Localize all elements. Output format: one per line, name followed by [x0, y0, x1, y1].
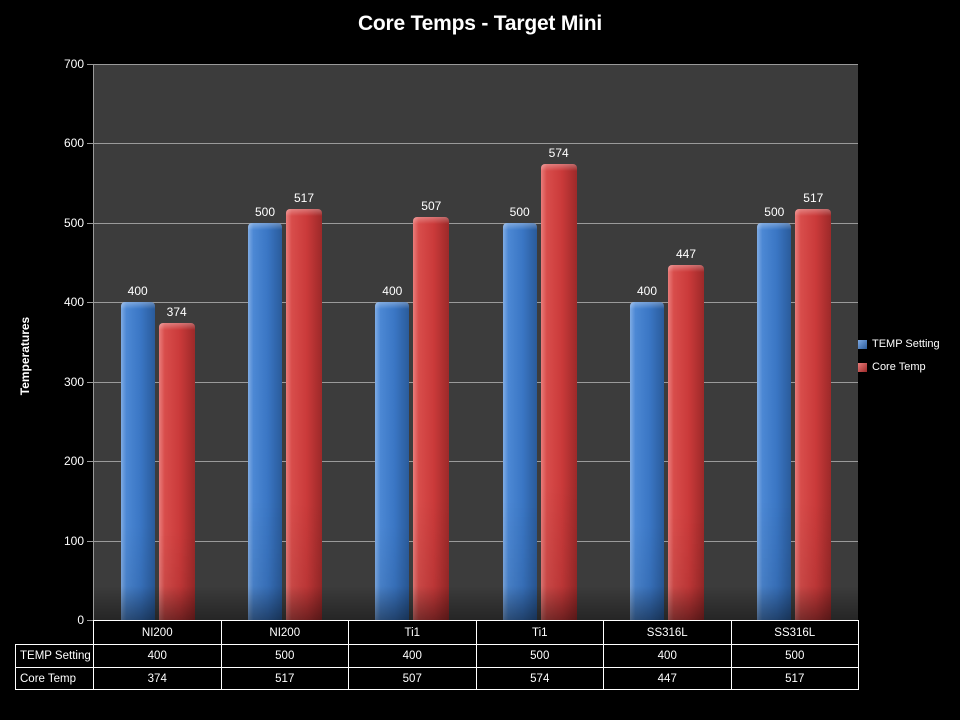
table-category-cell-5: SS316L: [603, 620, 732, 645]
table-row-header-temp-setting: TEMP Setting: [15, 644, 94, 668]
y-tick-mark-700: [87, 64, 93, 65]
y-tick-label-200: 200: [63, 454, 84, 469]
bar-value-label: 400: [636, 284, 657, 299]
table-category-cell-2: NI200: [220, 620, 349, 645]
table-corner: [16, 621, 94, 645]
legend-label-temp-setting: TEMP Setting: [872, 338, 940, 350]
bar-value-label: 500: [764, 204, 785, 219]
y-tick-mark-200: [87, 461, 93, 463]
gridline-200: [94, 461, 858, 463]
bar-core-temp-2: 517: [285, 191, 322, 620]
gridline-300: [94, 381, 858, 383]
bar-group-ni200-1: 400 374: [94, 64, 221, 620]
y-tick-mark-0: [87, 620, 93, 621]
bar-core-temp-3: 507: [413, 199, 450, 620]
bar-core-temp-1: 374: [158, 305, 195, 620]
bar-value-label: 400: [382, 284, 403, 299]
table-value-core-temp-5: 447: [603, 667, 732, 690]
y-tick-label-600: 600: [63, 136, 84, 151]
chart-title: Core Temps - Target Mini: [357, 12, 603, 35]
gridline-600: [94, 143, 858, 145]
bar-group-ss316l-5: 400 447: [603, 64, 730, 620]
bar-temp-setting-4: 500: [502, 205, 537, 620]
bar-value-label: 517: [293, 191, 314, 206]
y-tick-mark-500: [87, 222, 93, 224]
table-category-cell-4: Ti1: [475, 620, 604, 645]
data-table: NI200 NI200 Ti1 Ti1 SS316L SS316L TEMP Setting…: [15, 620, 859, 690]
bar-group-ti1-3: 400 507: [349, 64, 476, 620]
gridline-400: [94, 302, 858, 304]
y-axis-title: Temperatures: [18, 316, 32, 396]
legend-item-core-temp: Core Temp: [858, 361, 940, 373]
legend-swatch-core-temp: [858, 362, 867, 372]
bar-group-ss316l-6: 500 517: [731, 64, 858, 620]
bar-core-temp-5: 447: [667, 247, 704, 620]
table-value-temp-setting-5: 400: [603, 644, 732, 668]
bar-group-ni200-2: 500 517: [221, 64, 348, 620]
table-category-row: NI200 NI200 Ti1 Ti1 SS316L SS316L: [16, 620, 859, 645]
table-value-core-temp-4: 574: [475, 667, 604, 690]
bar-value-label: 574: [548, 146, 569, 161]
gridline-700: [94, 64, 858, 65]
y-tick-mark-300: [87, 381, 93, 383]
legend-label-core-temp: Core Temp: [872, 361, 926, 373]
legend-item-temp-setting: TEMP Setting: [858, 338, 940, 350]
bar-temp-setting-1: 400: [120, 284, 155, 620]
table-value-temp-setting-2: 500: [220, 644, 349, 668]
table-value-core-temp-3: 507: [348, 667, 477, 690]
table-value-temp-setting-3: 400: [348, 644, 477, 668]
table-series-row-core-temp: Core Temp 374 517 507 574 447 517: [15, 667, 859, 690]
legend: TEMP Setting Core Temp: [858, 338, 940, 373]
table-value-core-temp-2: 517: [220, 667, 349, 690]
plot-area: 400 374 500 517 400 507 500 574 400 447 500 517: [93, 64, 858, 620]
bar-temp-setting-3: 400: [375, 284, 410, 620]
table-series-row-temp-setting: TEMP Setting 400 500 400 500 400 500: [15, 644, 859, 668]
y-tick-mark-600: [87, 143, 93, 145]
table-category-cell-3: Ti1: [348, 620, 477, 645]
bar-value-label: 517: [803, 191, 824, 206]
table-row-header-core-temp: Core Temp: [15, 667, 94, 690]
table-value-temp-setting-4: 500: [475, 644, 604, 668]
y-tick-mark-400: [87, 302, 93, 304]
gridline-100: [94, 540, 858, 542]
bar-value-label: 447: [675, 246, 696, 261]
bar-temp-setting-6: 500: [757, 205, 792, 620]
table-value-temp-setting-1: 400: [93, 644, 222, 668]
y-tick-label-0: 0: [77, 613, 84, 627]
bar-value-label: 507: [421, 199, 442, 214]
legend-swatch-temp-setting: [858, 339, 867, 349]
bar-core-temp-4: 574: [540, 146, 577, 620]
table-value-temp-setting-6: 500: [730, 644, 859, 668]
bar-value-label: 500: [509, 204, 530, 219]
y-tick-label-300: 300: [63, 374, 84, 389]
bars-container: 400 374 500 517 400 507 500 574 400 447 500 517: [94, 64, 858, 620]
y-tick-label-400: 400: [63, 295, 84, 310]
table-value-core-temp-6: 517: [730, 667, 859, 690]
table-category-cell-1: NI200: [93, 620, 222, 645]
bar-group-ti1-4: 500 574: [476, 64, 603, 620]
table-value-core-temp-1: 374: [93, 667, 222, 690]
gridline-500: [94, 222, 858, 224]
bar-value-label: 500: [254, 204, 275, 219]
y-tick-label-700: 700: [63, 57, 84, 71]
y-tick-label-100: 100: [63, 533, 84, 548]
bar-value-label: 374: [166, 304, 187, 319]
bar-temp-setting-2: 500: [247, 205, 282, 620]
bar-value-label: 400: [127, 284, 148, 299]
y-tick-mark-100: [87, 540, 93, 542]
bar-temp-setting-5: 400: [629, 284, 664, 620]
y-tick-label-500: 500: [63, 215, 84, 230]
bar-core-temp-6: 517: [795, 191, 832, 620]
table-category-cell-6: SS316L: [730, 620, 859, 645]
